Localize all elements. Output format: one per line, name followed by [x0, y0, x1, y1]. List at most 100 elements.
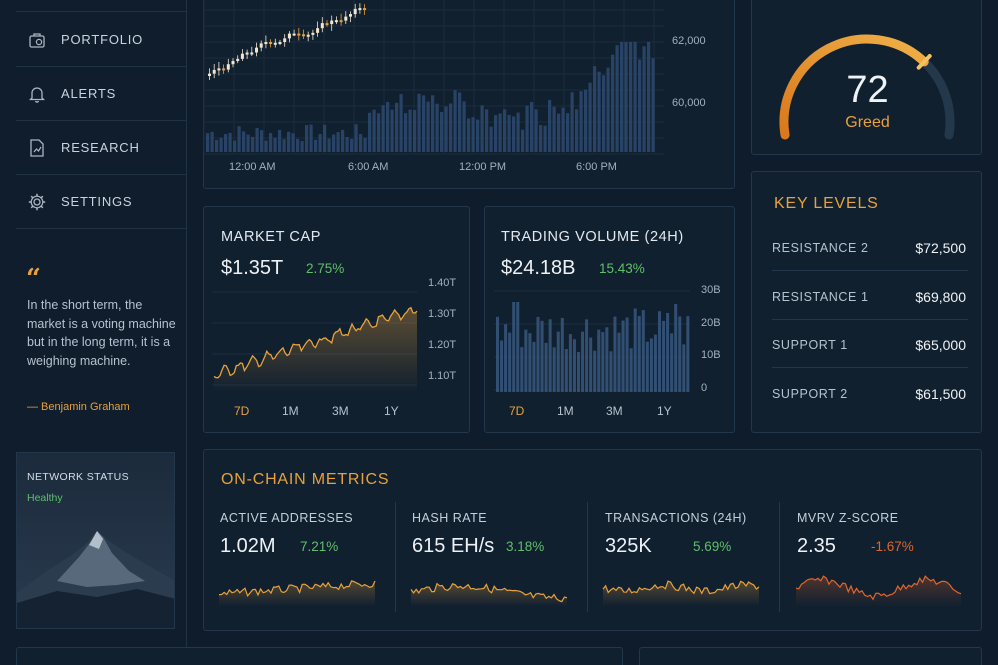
candle — [226, 64, 230, 70]
candle — [292, 33, 296, 36]
candle — [222, 68, 226, 71]
volume-bar — [589, 337, 593, 392]
volume-bar — [525, 105, 529, 152]
volume-bar — [255, 127, 259, 152]
price-chart[interactable] — [203, 0, 664, 158]
sparkline-area — [796, 576, 961, 606]
tab-7d[interactable]: 7D — [234, 404, 250, 418]
tab-1y[interactable]: 1Y — [384, 404, 399, 418]
volume-bar — [368, 112, 372, 152]
candle — [287, 33, 291, 39]
volume-bar — [666, 312, 670, 392]
sparkline-area — [219, 580, 375, 606]
transactions-sparkline — [602, 580, 760, 606]
volume-bar — [503, 109, 507, 152]
bottom-panel-right — [639, 647, 982, 665]
market-cap-line — [213, 306, 418, 379]
volume-bar — [625, 317, 629, 392]
volume-bar — [377, 113, 381, 152]
volume-bar — [422, 95, 426, 152]
volume-bar — [323, 124, 327, 152]
metric-value: 615 EH/s — [412, 535, 495, 557]
volume-bar — [520, 347, 524, 392]
candle — [339, 20, 343, 23]
volume-bar — [585, 319, 589, 392]
tab-3m[interactable]: 3M — [332, 404, 349, 418]
trading-volume-change: 15.43% — [599, 261, 645, 276]
divider — [779, 502, 780, 612]
volume-bar — [458, 92, 462, 152]
candle — [269, 42, 273, 45]
volume-bar — [237, 126, 241, 152]
candle — [334, 20, 338, 23]
key-level-name: SUPPORT 1 — [772, 338, 848, 352]
sidebar-item-label: ALERTS — [61, 86, 117, 101]
candle — [297, 33, 301, 36]
sidebar-item-settings[interactable]: SETTINGS — [16, 175, 186, 229]
sidebar-item-research[interactable]: RESEARCH — [16, 121, 186, 175]
x-tick: 12:00 AM — [229, 161, 276, 173]
volume-bar — [462, 101, 466, 152]
key-level-row: SUPPORT 1 $65,000 — [772, 320, 968, 368]
divider — [587, 502, 588, 612]
volume-bar — [471, 117, 475, 152]
volume-bar — [309, 124, 313, 152]
tab-1m[interactable]: 1M — [557, 404, 574, 418]
market-cap-panel: MARKET CAP $1.35T 2.75% 1.40T 1.30T 1.20… — [203, 206, 470, 433]
volume-bar — [332, 134, 336, 152]
volume-bar — [642, 46, 646, 152]
mvrv-sparkline — [795, 575, 962, 606]
volume-bar — [548, 319, 552, 392]
volume-bar — [543, 125, 547, 152]
mountain-image — [17, 453, 174, 628]
volume-bar — [602, 75, 606, 152]
volume-bar — [476, 119, 480, 152]
volume-bar — [530, 102, 534, 152]
sidebar-item-label: RESEARCH — [61, 140, 140, 155]
volume-bar — [686, 316, 690, 392]
volume-bar — [588, 82, 592, 152]
volume-bar — [560, 317, 564, 392]
volume-bar — [278, 129, 282, 152]
volume-bar — [246, 134, 250, 152]
gauge-fill — [779, 34, 929, 140]
tab-3m[interactable]: 3M — [606, 404, 623, 418]
volume-bar — [489, 126, 493, 152]
sidebar-item-alerts[interactable]: ALERTS — [16, 67, 186, 121]
quote-author: — Benjamin Graham — [27, 401, 130, 413]
volume-bar — [485, 109, 489, 152]
tab-7d[interactable]: 7D — [509, 404, 525, 418]
volume-bar — [504, 324, 508, 392]
y-tick: 20B — [701, 317, 721, 329]
volume-bar — [404, 113, 408, 152]
price-chart-panel: 62,000 60,000 12:00 AM 6:00 AM 12:00 PM … — [203, 0, 735, 189]
volume-bar — [566, 113, 570, 152]
key-level-value: $69,800 — [915, 289, 966, 305]
candle — [320, 23, 324, 29]
sidebar-item-portfolio[interactable]: PORTFOLIO — [16, 13, 186, 67]
volume-bar — [508, 332, 512, 392]
y-tick: 1.10T — [428, 370, 457, 382]
key-level-row: RESISTANCE 1 $69,800 — [772, 272, 968, 320]
volume-bar — [228, 132, 232, 152]
trading-volume-panel: TRADING VOLUME (24H) $24.18B 15.43% 30B … — [484, 206, 735, 433]
y-tick: 30B — [701, 284, 721, 296]
volume-bar — [350, 138, 354, 152]
volume-bar — [544, 342, 548, 392]
tab-1m[interactable]: 1M — [282, 404, 299, 418]
metric-value: 325K — [605, 535, 652, 557]
market-cap-title: MARKET CAP — [221, 229, 322, 245]
metric-label: MVRV Z-SCORE — [797, 511, 899, 525]
onchain-title: ON-CHAIN METRICS — [221, 471, 390, 488]
tab-1y[interactable]: 1Y — [657, 404, 672, 418]
volume-bar — [260, 130, 264, 152]
volume-bar — [390, 109, 394, 152]
network-status-card: NETWORK STATUS Healthy — [16, 452, 175, 629]
volume-bar — [581, 331, 585, 392]
candle — [259, 43, 263, 48]
key-level-value: $72,500 — [915, 240, 966, 256]
key-level-name: SUPPORT 2 — [772, 387, 848, 401]
candle — [349, 14, 352, 17]
volume-bar — [269, 133, 273, 152]
volume-bar — [557, 113, 561, 152]
